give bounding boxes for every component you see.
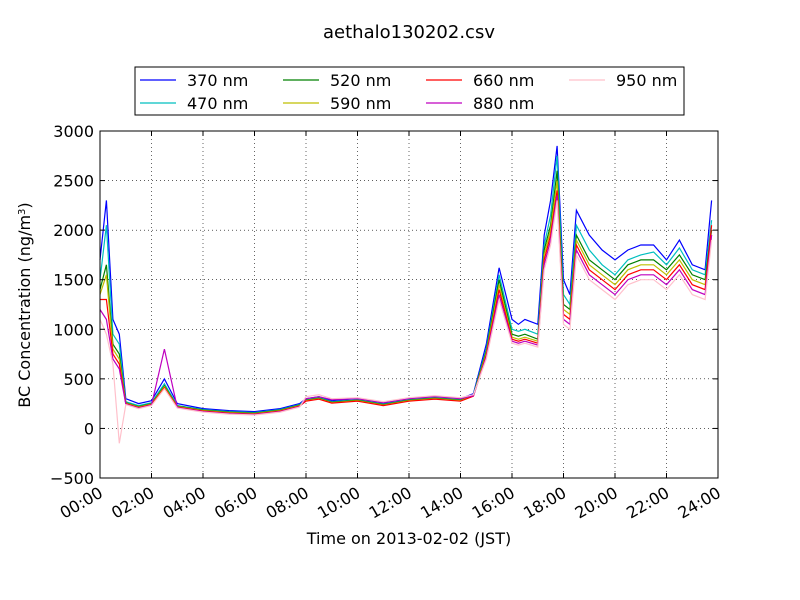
y-tick-label: 2500 <box>53 172 94 191</box>
legend: 370 nm 470 nm 520 nm 590 nm 660 nm 880 nm 950 … <box>134 66 685 116</box>
series-line <box>99 145 713 413</box>
axis-ticks <box>99 130 719 479</box>
y-axis-label-sup: 3 <box>17 209 28 215</box>
series-line <box>99 200 713 444</box>
y-tick-label: 500 <box>63 370 94 389</box>
legend-label: 590 nm <box>330 94 391 113</box>
y-tick-label: 1500 <box>53 271 94 290</box>
x-tick-label: 12:00 <box>366 483 415 523</box>
chart-title: aethalo130202.csv <box>323 22 495 43</box>
x-tick-label: 08:00 <box>263 483 312 523</box>
series-line <box>99 180 713 415</box>
x-tick-label: 24:00 <box>675 483 724 523</box>
y-axis-label-tail: ) <box>15 202 34 208</box>
legend-box <box>134 66 685 116</box>
y-tick-label: 0 <box>84 419 94 438</box>
y-tick-labels: −500 0 500 1000 1500 2000 2500 3000 <box>50 122 94 488</box>
x-axis-label: Time on 2013-02-02 (JST) <box>306 529 511 548</box>
series-line <box>99 170 713 414</box>
x-tick-label: 04:00 <box>160 483 209 523</box>
series-lines <box>99 145 713 444</box>
legend-label: 950 nm <box>616 71 677 90</box>
x-tick-label: 06:00 <box>211 483 260 523</box>
y-tick-label: 2000 <box>53 221 94 240</box>
legend-label: 880 nm <box>473 94 534 113</box>
legend-label: 370 nm <box>187 71 248 90</box>
x-tick-label: 14:00 <box>417 483 466 523</box>
legend-label: 470 nm <box>187 94 248 113</box>
x-tick-label: 20:00 <box>572 483 621 523</box>
grid <box>100 131 718 478</box>
legend-label: 660 nm <box>473 71 534 90</box>
x-tick-label: 02:00 <box>108 483 157 523</box>
x-tick-label: 10:00 <box>314 483 363 523</box>
x-tick-label: 22:00 <box>623 483 672 523</box>
x-tick-label: 00:00 <box>57 483 106 523</box>
x-tick-labels: 00:00 02:00 04:00 06:00 08:00 10:00 12:00 14:00… <box>57 483 724 523</box>
x-tick-label: 18:00 <box>520 483 569 523</box>
y-tick-label: 1000 <box>53 320 94 339</box>
y-tick-label: 3000 <box>53 122 94 141</box>
y-axis-label-main: BC Concentration (ng/m <box>15 215 34 408</box>
series-line <box>99 195 713 416</box>
series-line <box>100 190 713 415</box>
legend-label: 520 nm <box>330 71 391 90</box>
y-tick-label: −500 <box>50 469 94 488</box>
x-tick-label: 16:00 <box>469 483 518 523</box>
y-axis-label: BC Concentration (ng/m3) <box>15 202 34 407</box>
